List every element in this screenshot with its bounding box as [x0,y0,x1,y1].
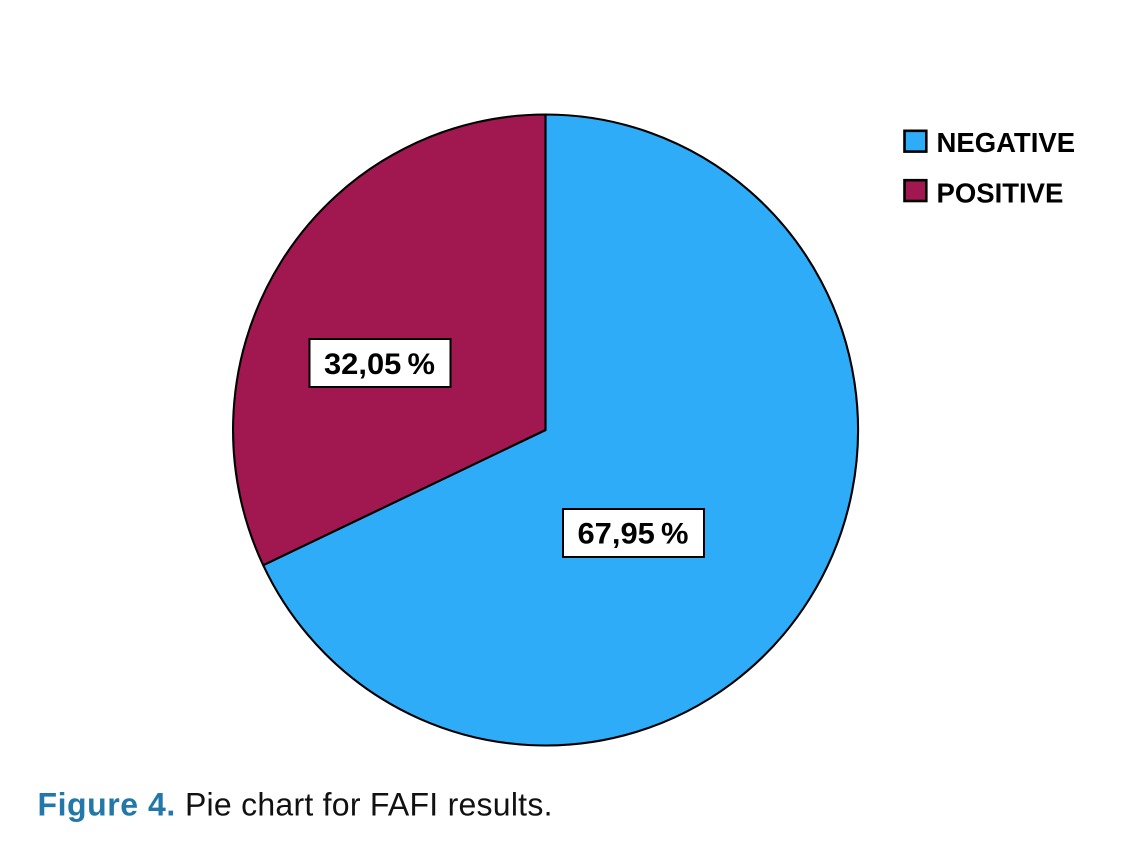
svg-text:NEGATIVE: NEGATIVE [937,127,1076,158]
svg-text:POSITIVE: POSITIVE [937,177,1064,208]
svg-text:67,95 %: 67,95 % [578,518,689,551]
svg-text:Figure 4. Pie chart for FAFI r: Figure 4. Pie chart for FAFI results. [38,787,553,823]
svg-text:32,05 %: 32,05 % [324,348,435,381]
